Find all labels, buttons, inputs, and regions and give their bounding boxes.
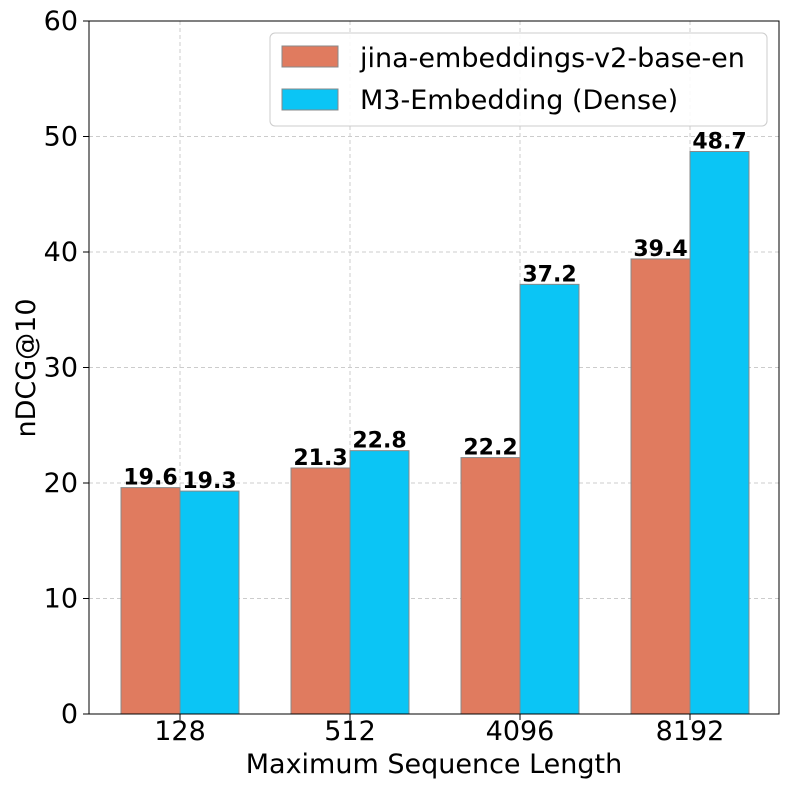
y-axis-ticks: 0 10 20 30 40 50 60 <box>44 6 89 730</box>
bar-jina-512 <box>290 467 351 715</box>
y-tick-label: 20 <box>44 468 78 499</box>
bar-value-label: 19.3 <box>182 469 236 494</box>
bar-jina-4096 <box>460 457 521 715</box>
bar-value-label: 22.8 <box>352 429 406 454</box>
y-tick-label: 40 <box>44 237 78 268</box>
x-tick-label: 4096 <box>486 716 555 747</box>
x-tick-label: 128 <box>154 716 206 747</box>
legend-swatch-m3 <box>281 88 339 111</box>
bar-jina-128 <box>120 487 181 715</box>
bar-value-label: 19.6 <box>123 466 177 491</box>
y-tick-label: 10 <box>44 584 78 615</box>
y-tick-label: 60 <box>44 6 78 37</box>
bar-m3-4096 <box>519 283 580 715</box>
bar-value-label: 48.7 <box>692 130 746 155</box>
x-axis-ticks: 128 512 4096 8192 <box>154 714 724 747</box>
bar-value-label: 37.2 <box>522 262 576 287</box>
bar-value-label: 39.4 <box>633 237 687 262</box>
legend-swatch-jina <box>281 45 339 68</box>
bar-m3-128 <box>179 490 240 715</box>
y-tick-label: 50 <box>44 122 78 153</box>
y-tick-label: 0 <box>61 699 78 730</box>
y-tick-label: 30 <box>44 353 78 384</box>
legend-label-m3: M3-Embedding (Dense) <box>360 85 678 116</box>
bar-m3-8192 <box>689 151 750 715</box>
y-axis-label: nDCG@10 <box>11 298 42 437</box>
legend: jina-embeddings-v2-base-en M3-Embedding … <box>269 32 768 127</box>
bars <box>120 151 750 715</box>
bar-value-labels: 19.6 21.3 22.2 39.4 19.3 22.8 37.2 48.7 <box>123 130 746 495</box>
legend-label-jina: jina-embeddings-v2-base-en <box>359 43 745 74</box>
legend-frame <box>269 32 768 127</box>
x-axis-label: Maximum Sequence Length <box>246 749 623 780</box>
bar-m3-512 <box>349 450 410 715</box>
x-tick-label: 512 <box>324 716 376 747</box>
x-tick-label: 8192 <box>656 716 725 747</box>
bar-jina-8192 <box>630 258 691 715</box>
bar-value-label: 22.2 <box>463 436 517 461</box>
bar-value-label: 21.3 <box>293 446 347 471</box>
